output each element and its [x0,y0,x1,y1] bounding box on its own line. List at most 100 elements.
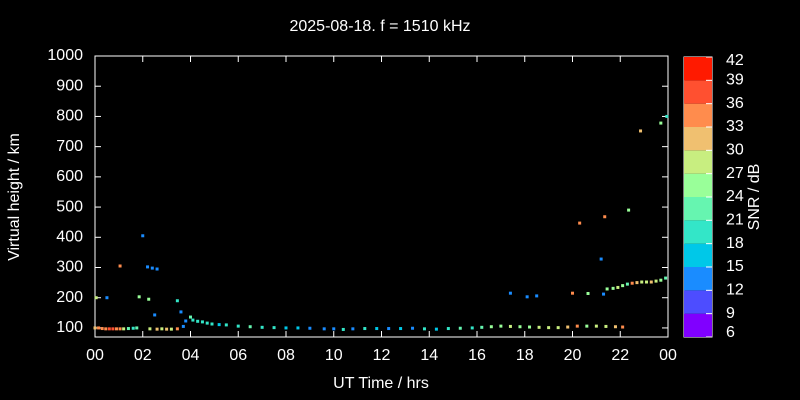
point [547,326,551,330]
x-tick-label: 10 [325,347,343,364]
point [284,326,288,330]
point [375,327,379,331]
point [122,327,126,331]
chart-title: 2025-08-18. f = 1510 kHz [289,18,470,35]
colorbar-swatch [684,150,712,174]
point [664,276,668,280]
point [535,294,539,298]
y-axis-label: Virtual height / km [6,133,23,261]
point [135,326,139,330]
point [248,325,252,329]
colorbar-swatch [684,267,712,291]
point [599,257,603,261]
colorbar-tick-label: 33 [726,118,744,135]
colorbar-swatch [684,127,712,151]
point [179,310,183,314]
y-tick-label: 800 [56,108,83,125]
point [399,327,403,331]
point [387,327,391,331]
point [272,326,276,330]
point [205,321,209,325]
point [605,287,609,291]
point [639,129,643,133]
y-tick-label: 1000 [47,47,83,64]
y-tick-label: 100 [56,319,83,336]
point [322,327,326,331]
point [603,215,607,219]
x-tick-label: 22 [611,347,629,364]
point [94,296,98,300]
point [210,322,214,326]
point [184,319,188,323]
y-tick-label: 500 [56,198,83,215]
point [107,327,111,331]
point [635,281,639,285]
colorbar-tick-label: 30 [726,142,744,159]
point [363,327,367,331]
point [141,234,145,238]
point [236,324,240,328]
point [97,326,101,330]
y-tick-label: 300 [56,259,83,276]
colorbar-swatch [684,197,712,221]
y-tick-label: 200 [56,289,83,306]
point [105,296,109,300]
colorbar-swatch [684,57,712,81]
point [585,324,589,328]
point [146,265,150,269]
point [575,324,579,328]
point [224,323,228,327]
point [111,327,115,331]
point [351,327,355,331]
point [571,291,574,295]
x-tick-label: 02 [134,347,152,364]
point [640,280,644,284]
colorbar-swatch [684,313,712,337]
point [594,324,598,328]
point [458,326,462,330]
point [630,281,634,285]
x-tick-label: 16 [468,347,486,364]
point [150,266,154,270]
point [613,325,617,329]
point [621,284,625,288]
point [627,208,631,212]
point [104,327,108,331]
point [604,324,608,328]
colorbar-swatch [684,243,712,267]
point [566,325,570,329]
point [191,318,195,322]
point [422,327,426,331]
point [118,327,122,331]
colorbar-tick-label: 9 [726,305,735,322]
colorbar-swatch [684,173,712,197]
point [200,320,204,324]
point [665,114,669,118]
point [654,279,658,283]
point [175,299,179,303]
point [411,326,415,330]
x-tick-label: 06 [229,347,247,364]
point [499,324,503,328]
point [148,327,152,331]
x-tick-label: 12 [373,347,391,364]
y-tick-label: 700 [56,138,83,155]
point [578,221,582,225]
point [649,280,653,284]
colorbar-swatch [684,290,712,314]
point [602,292,606,296]
point [93,326,97,330]
point [181,324,185,328]
point [137,295,141,299]
x-tick-label: 00 [659,347,677,364]
colorbar-tick-label: 21 [726,212,744,229]
point [155,267,159,271]
point [296,326,300,330]
colorbar-swatch [684,80,712,104]
colorbar-tick-label: 24 [726,188,744,205]
colorbar-tick-label: 15 [726,258,744,275]
point [118,264,122,268]
point [153,313,157,317]
